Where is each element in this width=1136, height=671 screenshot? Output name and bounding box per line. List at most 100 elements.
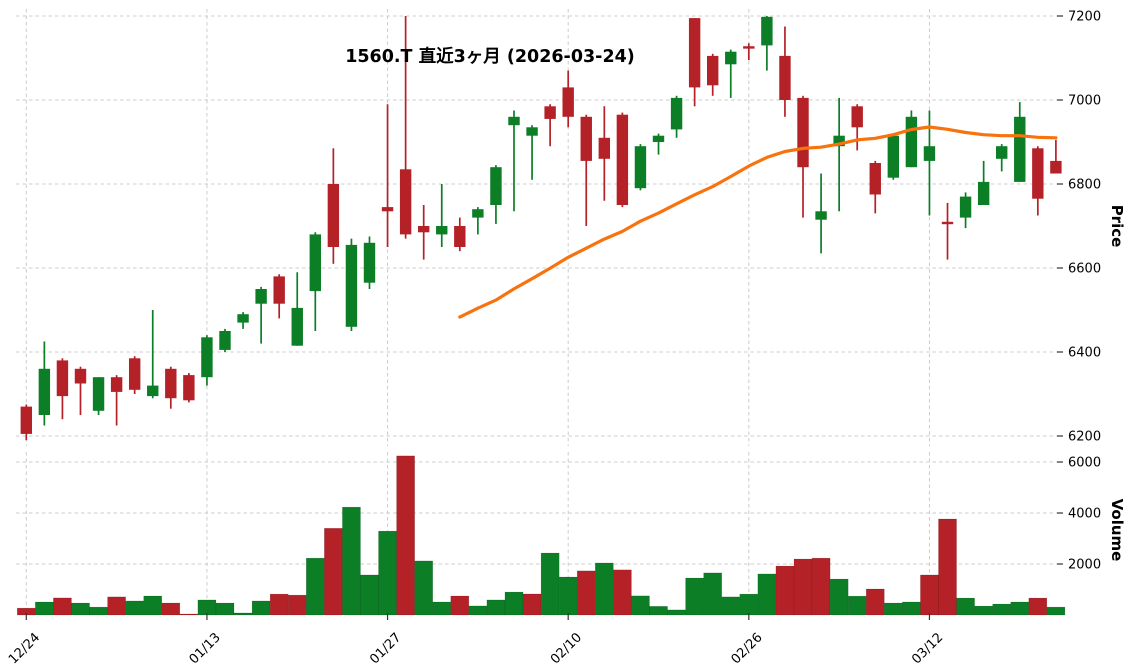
candle-body xyxy=(92,377,105,411)
candle-body xyxy=(562,87,574,117)
volume-bar xyxy=(468,605,488,616)
volume-axis-label: Volume xyxy=(1108,499,1126,562)
candle-body xyxy=(851,106,863,128)
candle-body xyxy=(508,116,520,126)
volume-bar xyxy=(215,602,235,616)
volume-bar xyxy=(233,612,253,616)
candle-body xyxy=(201,337,213,378)
candle-body xyxy=(56,360,69,397)
volume-bar xyxy=(829,578,849,616)
volume-bar xyxy=(432,601,452,616)
volume-bar xyxy=(631,595,650,616)
candle-body xyxy=(273,276,285,304)
candle-body xyxy=(128,358,141,390)
candle-body xyxy=(454,226,466,247)
candle-body xyxy=(219,331,231,350)
candle-body xyxy=(490,167,502,205)
volume-bar xyxy=(811,557,831,616)
candle-body xyxy=(309,234,322,292)
price-tick-label: 7000 xyxy=(1068,94,1101,109)
volume-bar xyxy=(504,591,524,616)
candle-body xyxy=(923,146,936,161)
volume-bar xyxy=(757,573,777,616)
candle-body xyxy=(147,385,159,397)
candlesticks xyxy=(20,16,1062,441)
candle-body xyxy=(1014,116,1026,182)
date-tick-label: 02/26 xyxy=(729,630,766,667)
volume-bar xyxy=(793,558,813,616)
date-tick-label: 01/27 xyxy=(367,630,404,667)
price-tick-label: 6800 xyxy=(1068,178,1101,193)
volume-bar xyxy=(1010,601,1030,616)
date-tick-label: 01/13 xyxy=(187,630,224,667)
volume-bar xyxy=(197,599,217,616)
candle-body xyxy=(436,226,448,235)
price-axis-label: Price xyxy=(1108,205,1126,248)
volume-bar xyxy=(125,600,144,616)
candle-body xyxy=(887,135,900,178)
volume-tick-label: 4000 xyxy=(1068,507,1101,522)
candle-body xyxy=(688,18,701,88)
candle-body xyxy=(20,406,32,434)
volume-bar xyxy=(595,562,614,616)
volume-bar xyxy=(396,455,415,616)
volume-bar xyxy=(287,594,307,616)
volume-bar xyxy=(847,595,867,616)
volume-bar xyxy=(1046,606,1066,616)
volume-bar xyxy=(324,528,343,616)
candle-body xyxy=(652,135,665,142)
candle-body xyxy=(110,377,123,392)
candle-body xyxy=(580,116,592,161)
volume-bar xyxy=(89,606,108,616)
volume-bar xyxy=(992,603,1011,616)
volume-bar xyxy=(739,593,759,616)
volume-bar xyxy=(179,613,199,616)
volume-bar xyxy=(721,596,741,616)
volume-bar xyxy=(884,602,903,616)
candle-body xyxy=(616,114,629,205)
date-tick-label: 03/12 xyxy=(909,630,946,667)
candle-body xyxy=(363,242,376,283)
volume-bar xyxy=(576,570,596,616)
price-tick-label: 6400 xyxy=(1068,346,1101,361)
candle-body xyxy=(977,181,990,205)
volume-bar xyxy=(306,557,325,616)
candle-body xyxy=(38,368,51,415)
candle-body xyxy=(399,169,412,235)
volume-bar xyxy=(902,601,921,616)
candle-body xyxy=(165,368,177,399)
candle-body xyxy=(743,46,755,49)
candle-body xyxy=(345,244,358,327)
volume-bar xyxy=(378,530,397,616)
candle-body xyxy=(598,137,611,159)
volume-bar xyxy=(685,577,704,616)
candle-body xyxy=(327,184,340,247)
volume-bar xyxy=(974,605,993,616)
candle-body xyxy=(183,375,195,401)
candle-body xyxy=(670,97,683,130)
candle-body xyxy=(526,127,538,136)
candle-body xyxy=(237,314,249,323)
candle-body xyxy=(74,368,87,384)
candle-body xyxy=(996,146,1008,159)
ma-line-path xyxy=(458,125,1058,319)
candle-body xyxy=(725,51,737,65)
date-tick-label: 12/24 xyxy=(6,630,43,667)
candle-body xyxy=(941,221,954,225)
volume-bar xyxy=(53,597,72,616)
moving-average-line xyxy=(458,125,1058,319)
volume-bar xyxy=(486,599,506,616)
volume-bar xyxy=(143,595,163,616)
price-tick-label: 6200 xyxy=(1068,430,1101,445)
gridlines xyxy=(16,9,1062,615)
candle-body xyxy=(291,307,303,346)
volume-tick-label: 6000 xyxy=(1068,456,1101,471)
volume-bar xyxy=(450,595,470,616)
volume-tick-label: 2000 xyxy=(1068,558,1101,573)
candle-body xyxy=(869,163,881,195)
volume-bar xyxy=(342,506,361,616)
volume-bar xyxy=(269,593,289,616)
volume-bar xyxy=(540,552,560,616)
